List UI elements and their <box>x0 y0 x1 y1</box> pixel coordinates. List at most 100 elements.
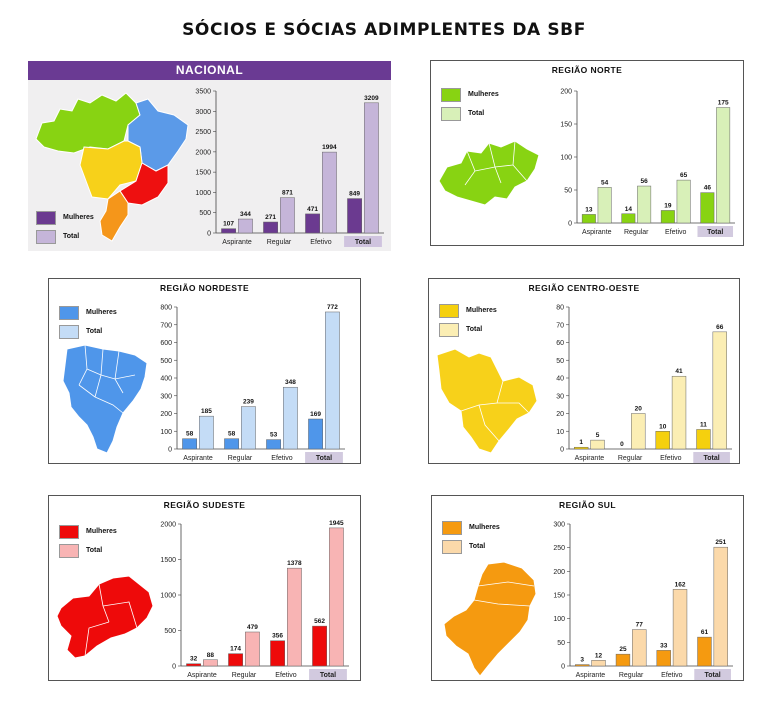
y-tick-label: 600 <box>160 340 172 347</box>
y-tick-label: 250 <box>553 545 565 552</box>
data-label: 88 <box>207 652 215 659</box>
legend-swatch-women <box>36 210 56 225</box>
data-label: 3 <box>580 657 584 664</box>
data-label: 251 <box>715 539 726 546</box>
bar-mulheres <box>700 192 715 224</box>
y-tick-label: 150 <box>553 593 565 600</box>
category-highlight <box>694 669 731 680</box>
y-tick-label: 3000 <box>195 109 211 116</box>
legend-label-women: Mulheres <box>469 524 500 531</box>
y-tick-label: 80 <box>556 305 564 312</box>
panel-title-centro-oeste: REGIÃO CENTRO-OESTE <box>528 283 640 293</box>
bar-total <box>245 631 260 667</box>
data-label: 5 <box>596 432 600 439</box>
chart-centro-oeste: 0 10 20 30 40 50 60 70 80 Aspirante 1 5 Regular 0 20 Ef… <box>556 305 732 463</box>
category-highlight <box>309 669 347 680</box>
legend-label-women: Mulheres <box>86 528 117 535</box>
data-label: 41 <box>675 368 683 375</box>
bar-total <box>631 413 646 450</box>
data-label: 1 <box>579 439 583 446</box>
legend-label-total: Total <box>466 326 483 333</box>
region-sul-map-icon <box>443 561 537 677</box>
chart-nordeste: 0 100 200 300 400 500 600 700 800 Aspirante 58 185 R… <box>160 304 345 463</box>
x-tick-label: Regular <box>624 229 649 236</box>
data-label: 0 <box>620 441 624 448</box>
panel-nacional: NACIONAL Mulheres Total 0 500 1000 1500 2000… <box>28 61 391 251</box>
bar-total <box>637 185 652 224</box>
panel-title-nordeste: REGIÃO NORDESTE <box>159 283 250 293</box>
y-tick-label: 500 <box>164 628 176 635</box>
panel-title-sudeste: REGIÃO SUDESTE <box>163 500 246 510</box>
y-tick-label: 400 <box>160 376 172 383</box>
data-label: 58 <box>228 431 236 438</box>
legend-label-total: Total <box>468 110 485 117</box>
legend-label-total: Total <box>469 543 486 550</box>
y-tick-label: 150 <box>560 122 572 129</box>
x-tick-label: Total <box>316 455 332 462</box>
data-label: 185 <box>201 408 212 415</box>
y-tick-label: 10 <box>556 429 564 436</box>
data-label: 174 <box>230 646 241 653</box>
legend-label-women: Mulheres <box>63 214 94 221</box>
data-label: 772 <box>327 304 338 311</box>
bar-mulheres <box>660 210 675 224</box>
panel-sul: REGIÃO SUL Mulheres Total 0 50 100 150 200 25… <box>431 495 744 681</box>
y-tick-label: 60 <box>556 340 564 347</box>
legend-swatch-total <box>442 539 462 554</box>
data-label: 348 <box>285 379 296 386</box>
y-tick-label: 100 <box>160 429 172 436</box>
data-label: 175 <box>718 100 729 107</box>
data-label: 77 <box>636 622 644 629</box>
category-highlight <box>697 226 734 237</box>
bar-mulheres <box>347 198 362 234</box>
data-label: 1994 <box>322 144 337 151</box>
legend-swatch-women <box>59 305 79 320</box>
y-tick-label: 3500 <box>195 89 211 96</box>
bar-total <box>716 107 731 224</box>
bar-mulheres <box>655 431 670 450</box>
y-tick-label: 500 <box>160 358 172 365</box>
legend-swatch-total <box>36 229 56 244</box>
y-tick-label: 1000 <box>160 593 176 600</box>
y-tick-label: 700 <box>160 322 172 329</box>
data-label: 65 <box>680 172 688 179</box>
x-tick-label: Regular <box>619 672 644 679</box>
data-label: 3209 <box>364 95 379 102</box>
bar-total <box>322 151 337 234</box>
legend-label-women: Mulheres <box>466 307 497 314</box>
bar-total <box>241 406 256 450</box>
data-label: 58 <box>186 431 194 438</box>
data-label: 871 <box>282 190 293 197</box>
data-label: 271 <box>265 214 276 221</box>
y-tick-label: 0 <box>207 231 211 238</box>
region-centro-oeste-map-icon <box>436 348 538 454</box>
y-tick-label: 200 <box>160 411 172 418</box>
panel-title-sul: REGIÃO SUL <box>559 500 616 510</box>
bar-total <box>280 197 295 234</box>
data-label: 56 <box>641 178 649 185</box>
x-tick-label: Total <box>707 229 723 236</box>
bar-total <box>590 439 605 450</box>
y-tick-label: 2500 <box>195 129 211 136</box>
bar-mulheres <box>581 214 596 224</box>
bar-mulheres <box>228 653 243 667</box>
data-label: 19 <box>664 202 672 209</box>
legend-swatch-total <box>441 106 461 121</box>
x-tick-label: Total <box>704 455 720 462</box>
y-tick-label: 100 <box>560 155 572 162</box>
bar-total <box>287 567 302 667</box>
y-tick-label: 30 <box>556 393 564 400</box>
data-label: 562 <box>314 618 325 625</box>
bar-mulheres <box>575 664 590 667</box>
brazil-map-icon <box>35 92 189 242</box>
data-label: 169 <box>310 411 321 418</box>
region-nordeste-map-icon <box>62 344 148 454</box>
bar-total <box>203 659 218 667</box>
data-label: 61 <box>701 629 709 636</box>
data-label: 344 <box>240 211 251 218</box>
y-tick-label: 800 <box>160 305 172 312</box>
bar-mulheres <box>574 446 589 450</box>
x-tick-label: Aspirante <box>222 239 252 246</box>
data-label: 25 <box>619 646 627 653</box>
category-highlight <box>344 236 382 247</box>
